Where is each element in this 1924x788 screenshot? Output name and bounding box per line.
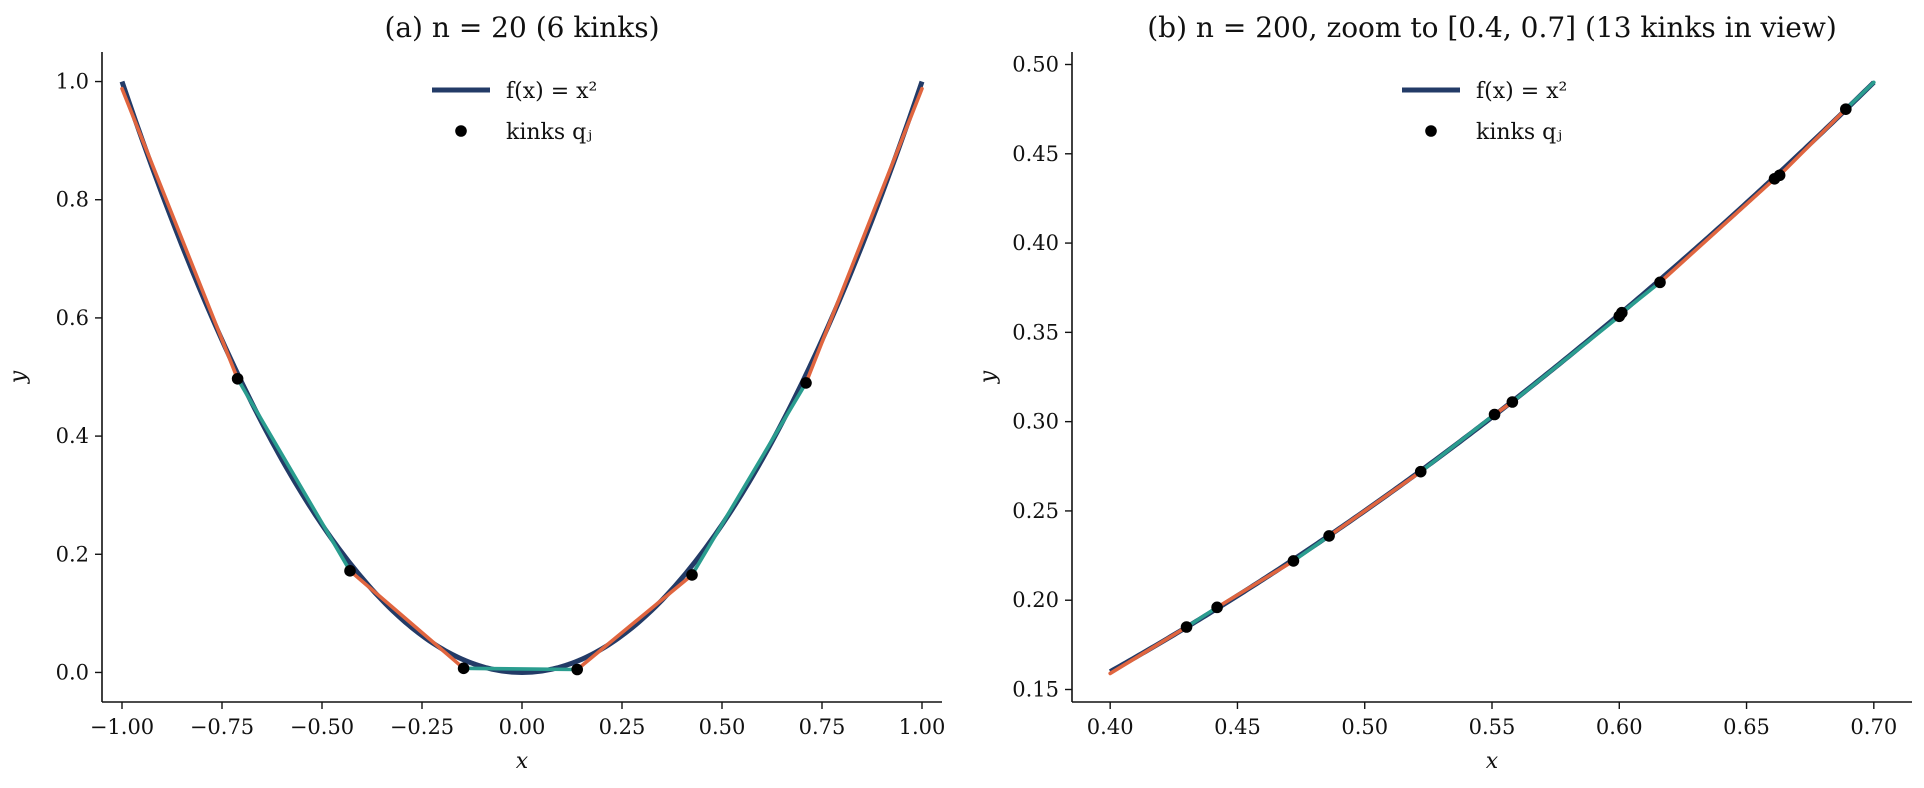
panel-b-y-tick-label: 0.15 (1012, 678, 1059, 702)
panel-b-x-tick-label: 0.55 (1469, 715, 1516, 739)
panel-b-kink-marker-1 (1211, 601, 1223, 614)
panel-a-title: (a) n = 20 (6 kinks) (384, 11, 659, 44)
panel-b-y-tick-label: 0.20 (1012, 588, 1059, 612)
panel-a-legend-marker-swatch (455, 125, 467, 137)
panel-b-legend: f(x) = x² kinks qⱼ (1402, 79, 1567, 145)
panel-b-y-tick-label: 0.40 (1012, 231, 1059, 255)
panel-a-x-tick-label: −0.75 (190, 715, 254, 739)
panel-b-kink-marker-12 (1840, 103, 1852, 115)
panel-b-approx-segment-7 (1510, 314, 1622, 404)
panel-b-approx-segment-5 (1418, 412, 1497, 474)
panel-b-y-tick-label: 0.45 (1012, 142, 1059, 166)
panel-b-kink-marker-9 (1654, 276, 1666, 289)
panel-b-kink-marker-3 (1323, 530, 1335, 542)
panel-b-approx-segment-12 (1777, 107, 1848, 178)
panel-a-x-tick-label: −1.00 (90, 715, 154, 739)
panel-a-x-tick-label: 0.00 (499, 715, 546, 739)
panel-b-y-tick-label: 0.25 (1012, 499, 1059, 523)
panel-b-x-tick-label: 0.65 (1723, 715, 1770, 739)
panel-a-approx-segment-6 (804, 86, 924, 385)
panel-b-approx-segment-13 (1844, 80, 1876, 111)
panel-b-approx-segment-9 (1620, 280, 1662, 315)
panel-b-approx-segment-2 (1215, 559, 1296, 610)
panel-a-x-tick-label: −0.50 (290, 715, 354, 739)
panel-b-legend-marker-swatch (1425, 125, 1437, 137)
panel-a-y-tick-label: 0.2 (56, 542, 89, 566)
panel-a-y-tick-label: 0.6 (56, 306, 89, 330)
panel-a-x-tick-label: 0.50 (699, 715, 746, 739)
panel-a-kink-marker-3 (571, 663, 583, 676)
panel-b-kink-marker-0 (1180, 621, 1193, 633)
panel-b-kink-marker-5 (1488, 408, 1501, 421)
panel-a-legend: f(x) = x² kinks qⱼ (432, 79, 597, 145)
panel-a-approx-segment-4 (575, 573, 694, 672)
panel-a: (a) n = 20 (6 kinks) −1.00 −0.75 −0.50 −0.25… (6, 11, 945, 774)
panel-a-kink-marker-4 (686, 569, 698, 581)
panel-a-x-tick-label: 0.75 (799, 715, 846, 739)
panel-a-y-tick-label: 0.8 (56, 188, 89, 212)
panel-a-kink-marker-5 (800, 377, 812, 389)
panel-a-approx-segment-2 (348, 569, 466, 671)
panel-a-y-axis-label: y (6, 370, 31, 384)
panel-b-x-tick-label: 0.40 (1087, 715, 1134, 739)
panel-b-kink-marker-11 (1773, 169, 1786, 182)
panel-a-legend-label-kinks: kinks qⱼ (506, 120, 592, 145)
panel-b-title: (b) n = 200, zoom to [0.4, 0.7] (13 kink… (1147, 11, 1837, 44)
panel-b-approx-segment-4 (1327, 469, 1423, 538)
panel-a-y-tick-label: 0.4 (56, 424, 89, 448)
panel-b-kink-marker-6 (1506, 396, 1519, 408)
panel-a-kink-marker-0 (231, 372, 244, 385)
panel-b-approx-segment-0 (1108, 625, 1189, 676)
panel-b-y-tick-label: 0.50 (1012, 53, 1059, 77)
panel-b-legend-label-curve: f(x) = x² (1476, 79, 1567, 104)
panel-a-y-tick-label: 0.0 (56, 660, 89, 684)
panel-b-kink-marker-2 (1287, 555, 1300, 567)
panel-a-approx-segment-1 (235, 376, 352, 573)
panel-a-approx-segment-5 (690, 381, 808, 577)
panel-b-kink-marker-4 (1414, 465, 1427, 478)
panel-a-y-tick-label: 1.0 (56, 70, 89, 94)
panel-b-x-tick-label: 0.50 (1341, 715, 1388, 739)
panel-b: (b) n = 200, zoom to [0.4, 0.7] (13 kink… (976, 11, 1912, 774)
panel-a-kink-marker-2 (457, 662, 470, 675)
panel-b-curve-f (1108, 80, 1876, 674)
panel-b-approx-segment-1 (1184, 605, 1219, 629)
panel-b-approx-segment-3 (1291, 534, 1331, 563)
panel-a-x-tick-label: −0.25 (390, 715, 454, 739)
panel-a-x-axis-label: x (516, 749, 529, 774)
panel-a-x-tick-label: 0.25 (599, 715, 646, 739)
panel-b-x-tick-label: 0.70 (1850, 715, 1897, 739)
panel-b-y-tick-label: 0.35 (1012, 320, 1059, 344)
panel-b-x-tick-label: 0.60 (1596, 715, 1643, 739)
panel-a-x-tick-label: 1.00 (899, 715, 946, 739)
panel-a-approx-segment-3 (461, 666, 580, 672)
panel-b-approx-segment-10 (1658, 176, 1777, 285)
panel-b-y-tick-label: 0.30 (1012, 410, 1059, 434)
panel-a-legend-label-curve: f(x) = x² (506, 79, 597, 104)
panel-b-kink-marker-8 (1616, 306, 1628, 319)
panel-b-legend-label-kinks: kinks qⱼ (1476, 120, 1562, 145)
panel-a-kink-marker-1 (344, 565, 356, 577)
panel-b-x-tick-label: 0.45 (1214, 715, 1261, 739)
panel-a-approx-segment-0 (120, 86, 240, 381)
panel-b-x-axis-label: x (1486, 749, 1499, 774)
panel-b-y-axis-label: y (976, 370, 1001, 384)
